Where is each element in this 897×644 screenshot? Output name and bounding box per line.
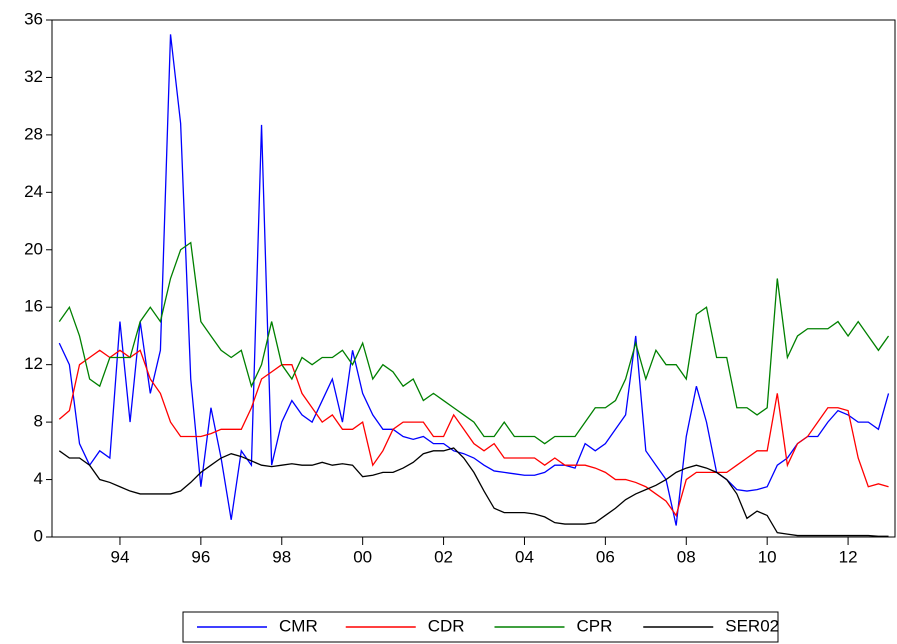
x-tick-label: 06 bbox=[596, 547, 615, 566]
x-tick-label: 12 bbox=[839, 547, 858, 566]
y-tick-label: 16 bbox=[24, 297, 43, 316]
legend-label: SER02 bbox=[725, 616, 779, 635]
legend: CMR CDR CPR SER02 bbox=[182, 611, 779, 643]
x-tick-label: 00 bbox=[353, 547, 372, 566]
y-tick-label: 0 bbox=[34, 526, 43, 545]
y-tick-label: 8 bbox=[34, 412, 43, 431]
y-tick-label: 12 bbox=[24, 354, 43, 373]
x-tick-label: 96 bbox=[191, 547, 210, 566]
y-tick-label: 24 bbox=[24, 182, 43, 201]
y-tick-label: 20 bbox=[24, 239, 43, 258]
x-tick-label: 94 bbox=[110, 547, 129, 566]
y-tick-label: 4 bbox=[34, 469, 43, 488]
y-tick-label: 36 bbox=[24, 9, 43, 28]
legend-label: CDR bbox=[428, 616, 465, 635]
series-line bbox=[58, 447, 889, 537]
x-tick-label: 10 bbox=[758, 547, 777, 566]
plot-frame bbox=[51, 19, 896, 538]
x-tick-label: 98 bbox=[272, 547, 291, 566]
series-line bbox=[58, 241, 890, 445]
y-tick-label: 32 bbox=[24, 67, 43, 86]
legend-label: CPR bbox=[577, 616, 613, 635]
x-tick-label: 02 bbox=[434, 547, 453, 566]
series-line bbox=[58, 349, 889, 517]
legend-label: CMR bbox=[279, 616, 318, 635]
series-line bbox=[58, 34, 890, 526]
x-tick-label: 04 bbox=[515, 547, 534, 566]
y-tick-label: 28 bbox=[24, 124, 43, 143]
x-tick-label: 08 bbox=[677, 547, 696, 566]
